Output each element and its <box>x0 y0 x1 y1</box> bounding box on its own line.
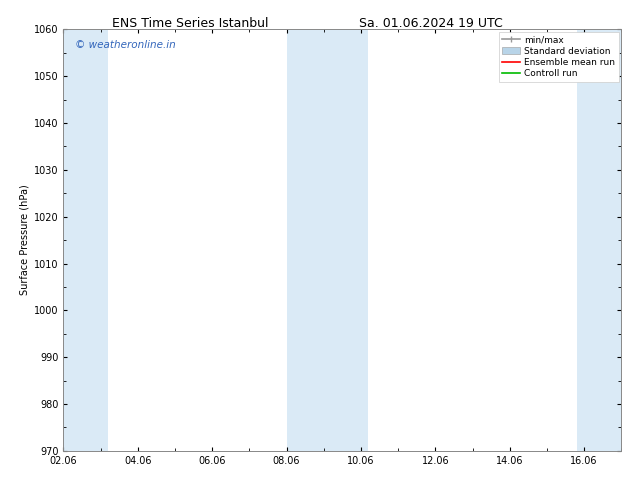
Y-axis label: Surface Pressure (hPa): Surface Pressure (hPa) <box>20 185 30 295</box>
Text: ENS Time Series Istanbul: ENS Time Series Istanbul <box>112 17 268 30</box>
Bar <box>577 29 621 451</box>
Bar <box>63 29 108 451</box>
Text: Sa. 01.06.2024 19 UTC: Sa. 01.06.2024 19 UTC <box>359 17 503 30</box>
Text: © weatheronline.in: © weatheronline.in <box>75 40 176 50</box>
Legend: min/max, Standard deviation, Ensemble mean run, Controll run: min/max, Standard deviation, Ensemble me… <box>499 32 619 82</box>
Bar <box>287 29 368 451</box>
